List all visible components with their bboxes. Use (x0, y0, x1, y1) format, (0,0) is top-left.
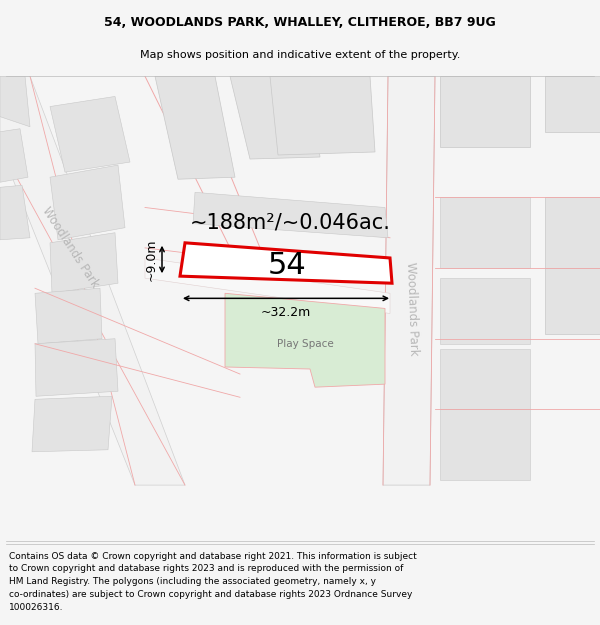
Polygon shape (0, 129, 28, 182)
Polygon shape (193, 192, 388, 238)
Polygon shape (0, 185, 30, 240)
Polygon shape (145, 258, 390, 314)
Text: ~32.2m: ~32.2m (261, 306, 311, 319)
Polygon shape (440, 349, 530, 409)
Text: ~9.0m: ~9.0m (145, 238, 158, 281)
Text: Woodlands Park: Woodlands Park (39, 205, 101, 291)
Polygon shape (440, 198, 530, 268)
Polygon shape (0, 76, 185, 485)
Polygon shape (270, 76, 375, 155)
Polygon shape (155, 76, 235, 179)
Text: 54, WOODLANDS PARK, WHALLEY, CLITHEROE, BB7 9UG: 54, WOODLANDS PARK, WHALLEY, CLITHEROE, … (104, 16, 496, 29)
Text: Play Space: Play Space (277, 339, 334, 349)
Polygon shape (545, 76, 600, 132)
Polygon shape (225, 293, 385, 387)
Text: Contains OS data © Crown copyright and database right 2021. This information is : Contains OS data © Crown copyright and d… (9, 552, 417, 612)
Text: Map shows position and indicative extent of the property.: Map shows position and indicative extent… (140, 50, 460, 60)
Polygon shape (50, 165, 125, 240)
Polygon shape (50, 96, 130, 172)
Polygon shape (545, 268, 600, 334)
Polygon shape (0, 76, 30, 127)
Polygon shape (440, 278, 530, 344)
Polygon shape (440, 76, 530, 147)
Polygon shape (545, 198, 600, 268)
Text: ~188m²/~0.046ac.: ~188m²/~0.046ac. (190, 213, 391, 232)
Polygon shape (440, 409, 530, 480)
Polygon shape (50, 232, 118, 293)
Polygon shape (32, 396, 112, 452)
Polygon shape (180, 243, 392, 283)
Text: Woodlands Park: Woodlands Park (404, 261, 420, 356)
Polygon shape (35, 339, 118, 396)
Polygon shape (230, 76, 320, 159)
Polygon shape (35, 288, 102, 344)
Text: 54: 54 (268, 251, 306, 279)
Polygon shape (383, 76, 435, 485)
